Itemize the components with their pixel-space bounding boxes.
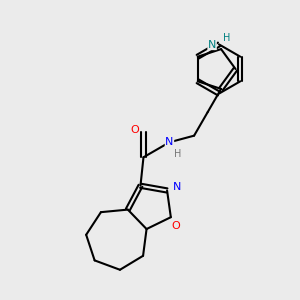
Text: H: H — [174, 149, 182, 159]
Text: N: N — [165, 137, 174, 147]
Text: O: O — [131, 125, 140, 135]
Text: H: H — [224, 33, 231, 43]
Text: N: N — [172, 182, 181, 193]
Text: N: N — [208, 40, 216, 50]
Text: O: O — [171, 221, 180, 231]
